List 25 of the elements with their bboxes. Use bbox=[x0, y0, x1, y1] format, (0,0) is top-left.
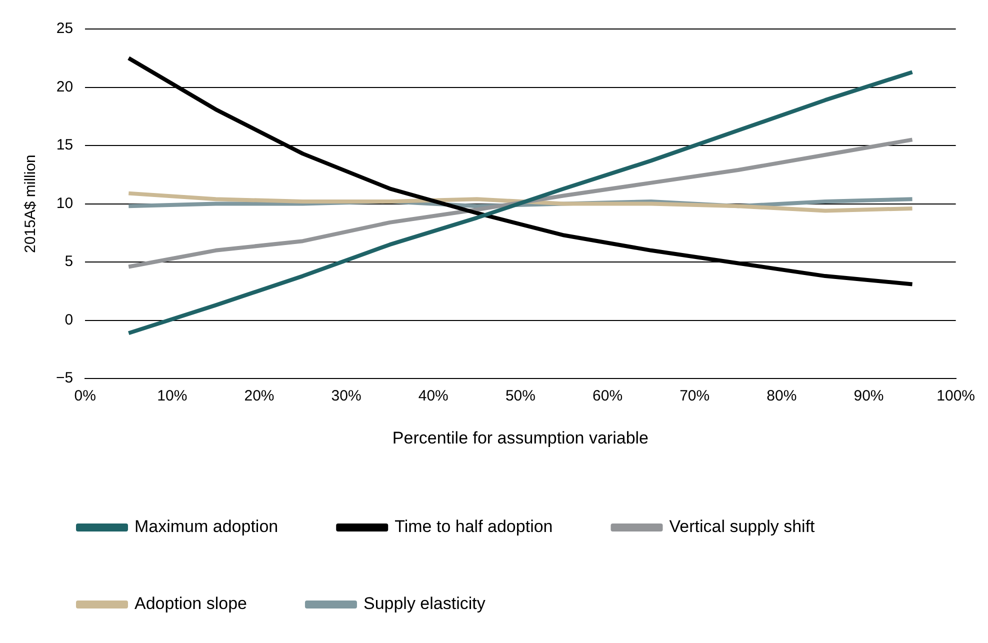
y-tick-label: −5 bbox=[56, 370, 74, 387]
y-tick-label: 20 bbox=[56, 78, 74, 96]
y-tick-label: 5 bbox=[64, 253, 74, 270]
x-axis-title: Percentile for assumption variable bbox=[392, 428, 648, 448]
x-tick-label: 20% bbox=[244, 388, 274, 405]
y-tick-label: 15 bbox=[56, 136, 74, 154]
legend-label: Vertical supply shift bbox=[669, 517, 816, 536]
legend-label: Adoption slope bbox=[134, 594, 247, 614]
x-tick-label: 60% bbox=[592, 388, 623, 405]
x-tick-label: 30% bbox=[331, 388, 362, 405]
legend-label: Supply elasticity bbox=[363, 594, 486, 614]
x-tick-label: 40% bbox=[418, 388, 448, 405]
legend-label: Time to half adoption bbox=[394, 517, 553, 536]
y-axis-title: 2015A$ million bbox=[22, 154, 40, 254]
x-tick-label: 50% bbox=[505, 388, 536, 405]
y-tick-label: 10 bbox=[56, 194, 74, 212]
x-tick-label: 100% bbox=[936, 388, 976, 405]
x-tick-label: 90% bbox=[854, 388, 884, 405]
x-tick-label: 10% bbox=[157, 388, 188, 405]
x-tick-label: 70% bbox=[680, 388, 710, 405]
y-tick-label: 0 bbox=[64, 311, 74, 328]
legend-label: Maximum adoption bbox=[134, 517, 278, 536]
x-tick-label: 80% bbox=[766, 388, 797, 405]
x-tick-label: 0% bbox=[74, 388, 96, 405]
y-tick-label: 25 bbox=[56, 20, 74, 38]
